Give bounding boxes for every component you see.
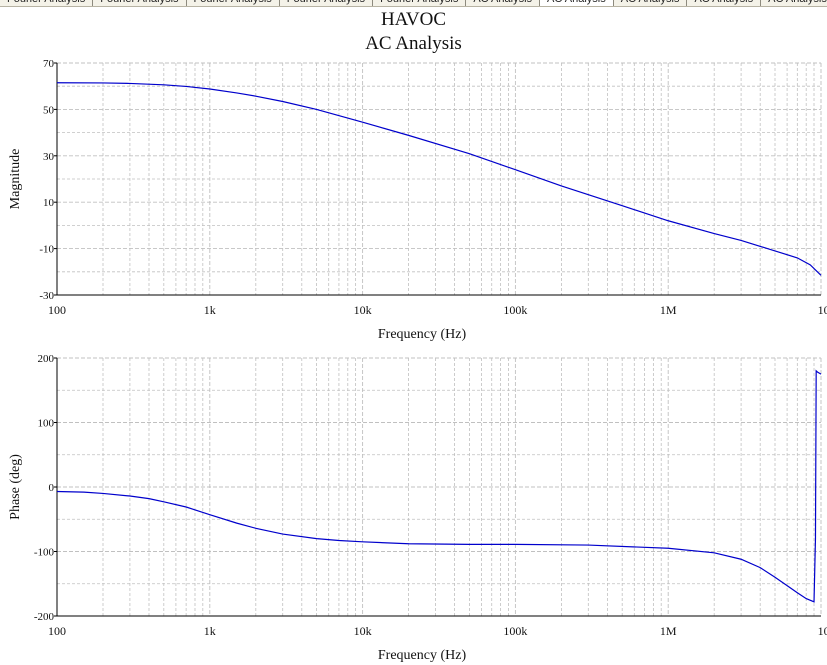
y-tick-label: -30 [39,290,54,302]
y-tick-label: 0 [49,482,55,494]
y-tick-label: -100 [34,547,55,559]
y-tick-label: 70 [43,58,55,70]
tab-2[interactable]: Fourier Analysis [186,0,280,6]
tab-8[interactable]: AC Analysis [687,0,762,6]
x-tick-label: 10M [818,624,827,638]
x-tick-label: 1k [204,303,216,317]
chart-title: HAVOC [380,9,447,30]
y-tick-label: 50 [43,104,55,116]
tab-5[interactable]: AC Analysis [466,0,541,6]
y-tick-label: -200 [34,611,55,623]
y-tick-label: 100 [38,418,55,430]
y-axis-label: Magnitude [8,149,23,210]
y-axis-label: Phase (deg) [8,454,23,520]
x-tick-label: 100 [48,303,66,317]
series-line [56,369,822,603]
x-tick-label: 10k [354,303,372,317]
y-tick-label: 30 [43,151,55,163]
tab-1[interactable]: Fourier Analysis [93,0,187,6]
x-tick-label: 10k [354,624,372,638]
y-tick-label: 200 [38,353,55,365]
x-tick-label: 100 [48,624,66,638]
tab-0[interactable]: Fourier Analysis [0,0,94,6]
x-tick-label: 100k [503,624,527,638]
analysis-tab-bar: Fourier AnalysisFourier AnalysisFourier … [0,0,827,7]
series-line [56,82,822,276]
tab-9[interactable]: AC Analysis [761,0,827,6]
x-tick-label: 10M [818,303,827,317]
x-tick-label: 1M [660,303,677,317]
y-tick-label: -10 [39,244,54,256]
tab-6[interactable]: AC Analysis [540,0,614,6]
x-tick-label: 1M [660,624,677,638]
chart-subtitle: AC Analysis [365,33,462,54]
tab-7[interactable]: AC Analysis [613,0,688,6]
tab-3[interactable]: Fourier Analysis [279,0,374,6]
y-tick-label: 10 [43,197,55,209]
x-axis-label: Frequency (Hz) [378,327,467,342]
x-tick-label: 1k [204,624,216,638]
x-tick-label: 100k [503,303,527,317]
x-axis-label: Frequency (Hz) [378,648,467,663]
tab-4[interactable]: Fourier Analysis [373,0,467,6]
